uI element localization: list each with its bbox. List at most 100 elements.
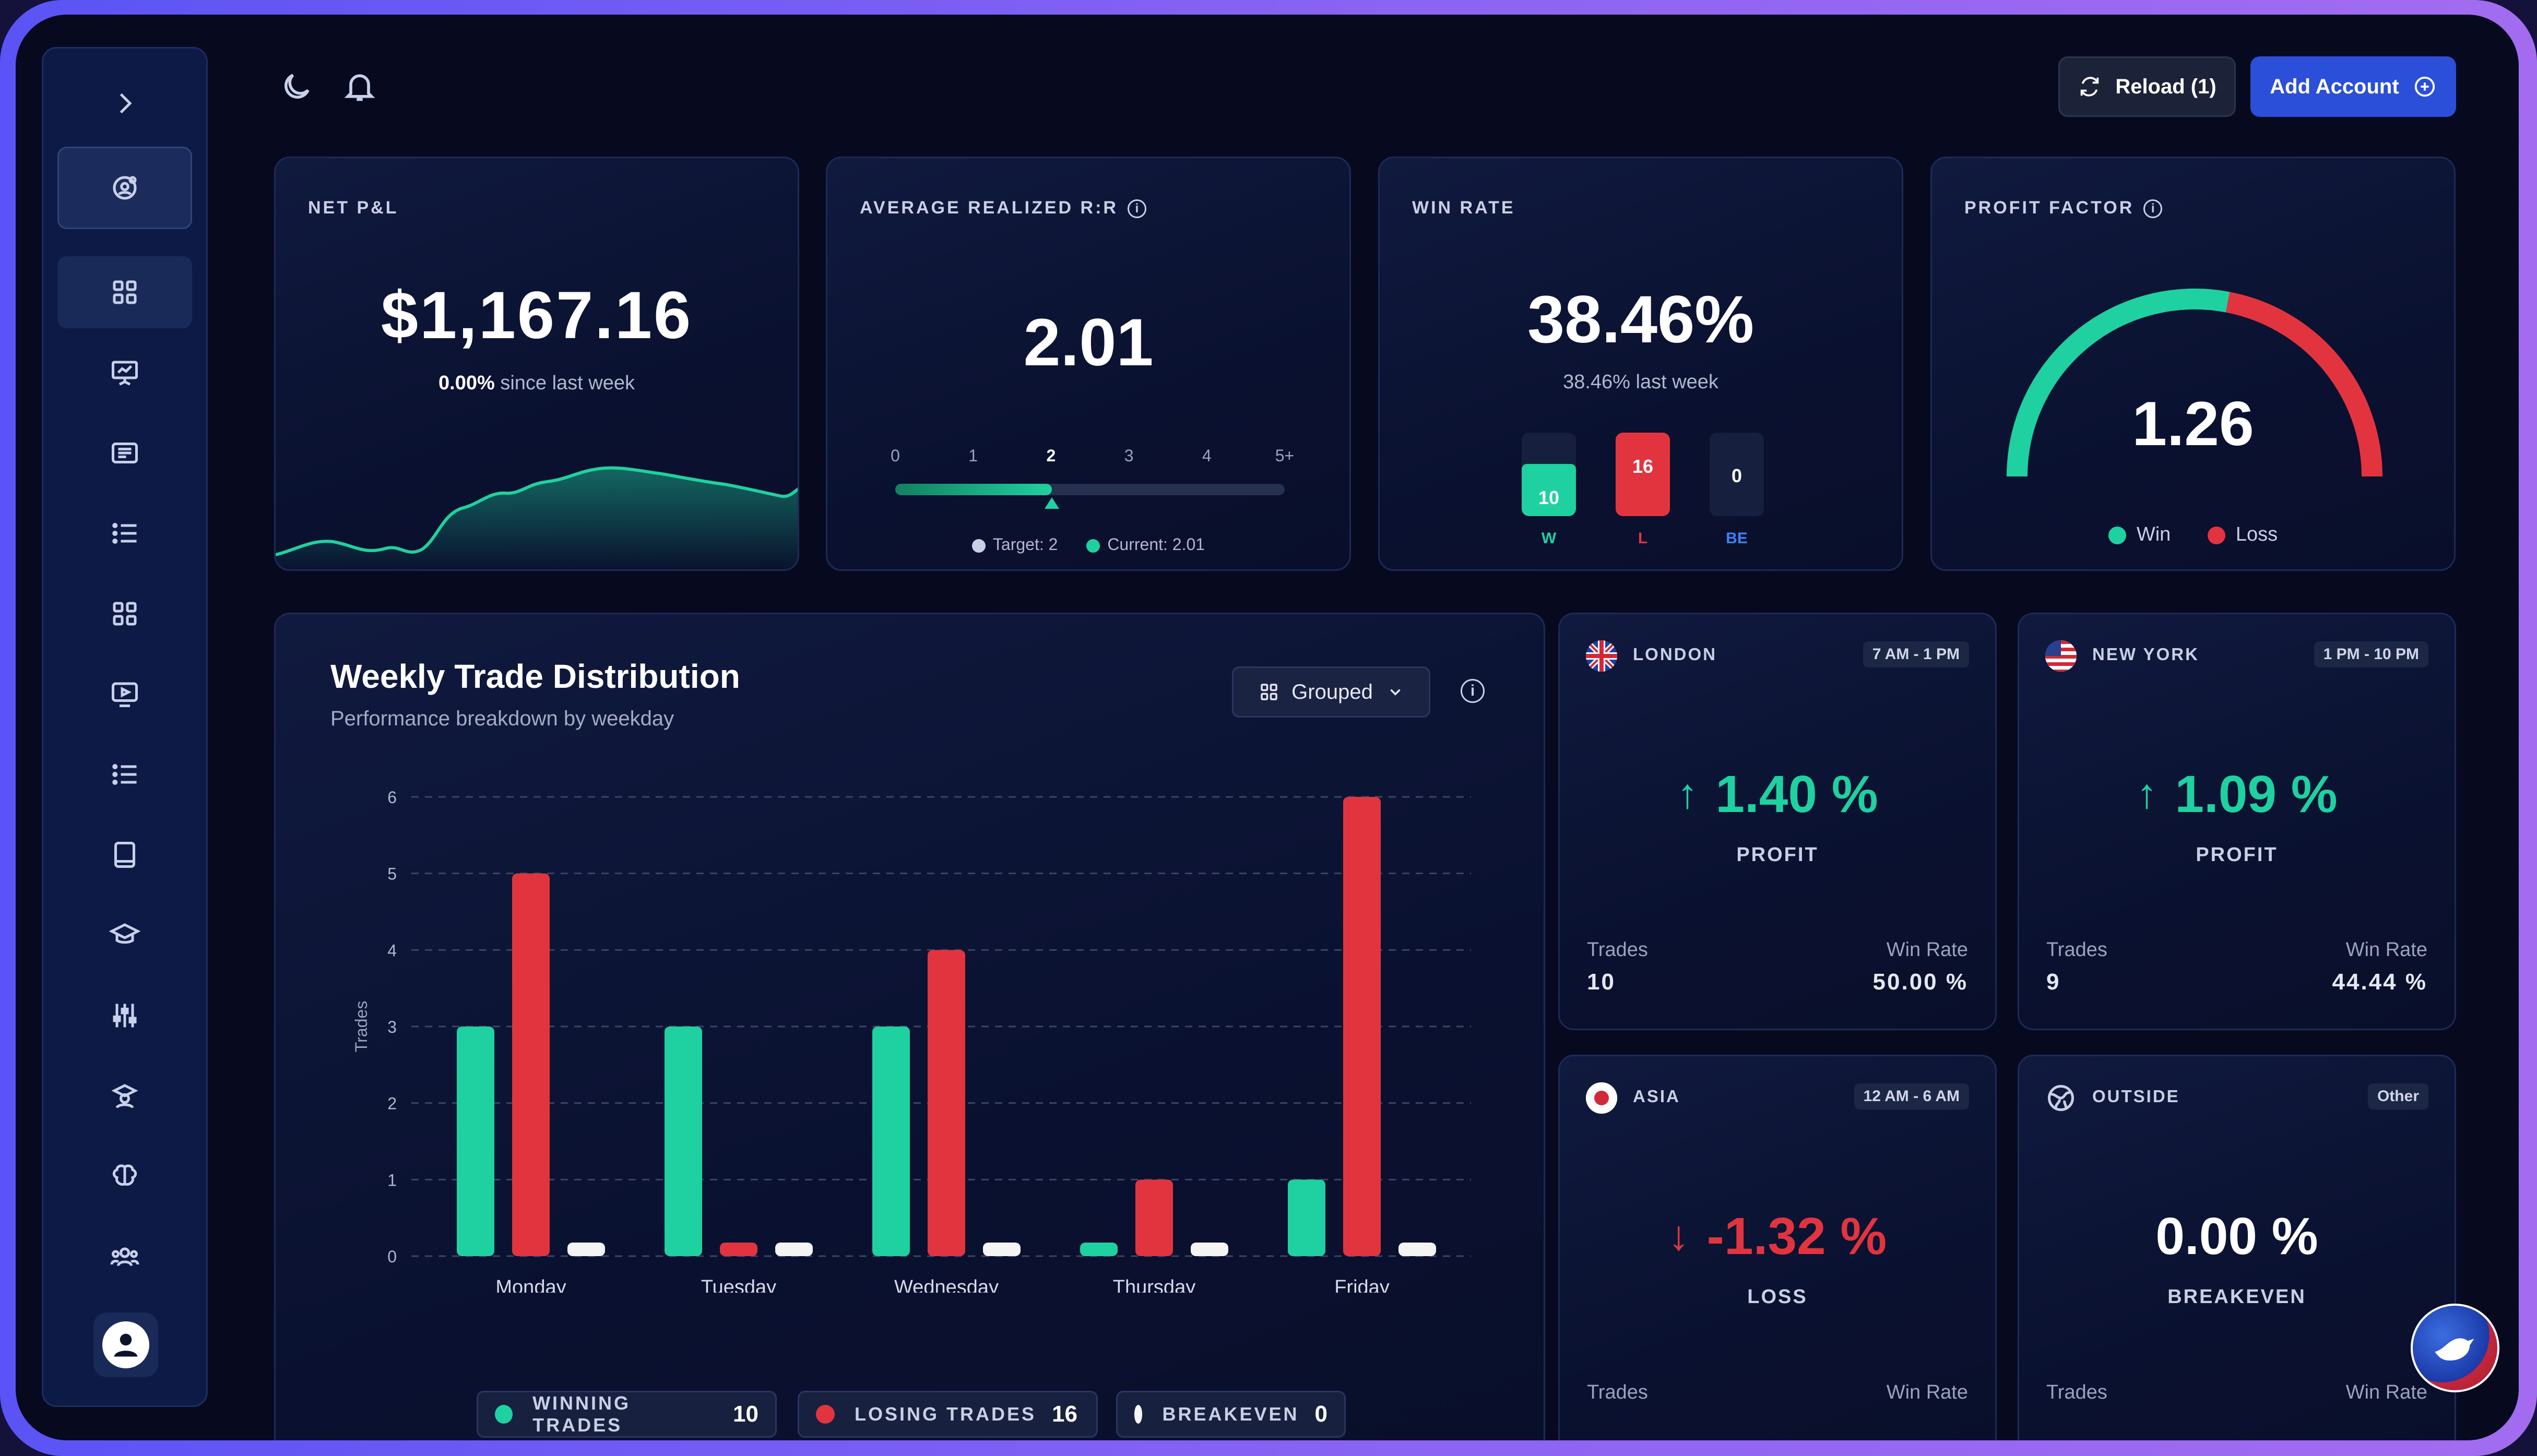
- chevron-right-icon[interactable]: [106, 85, 143, 122]
- session-caption: BREAKEVEN: [2167, 1286, 2306, 1308]
- notes-list-icon[interactable]: [106, 756, 143, 793]
- legend-item[interactable]: LOSING TRADES 16: [798, 1391, 1098, 1438]
- x-tick-label: Thursday: [1113, 1276, 1195, 1293]
- profile-button[interactable]: [93, 1312, 158, 1377]
- legend-label: WINNING TRADES: [532, 1392, 631, 1436]
- y-tick-label: 4: [387, 941, 397, 960]
- session-card-new-york: NEW YORK 1 PM - 10 PM ↑ 1.09 % PROFIT Trades W…: [2018, 613, 2456, 1030]
- session-name: OUTSIDE: [2092, 1087, 2180, 1106]
- win-loss-box: 10: [1522, 433, 1576, 516]
- y-tick-label: 3: [387, 1018, 397, 1036]
- arrow-up-icon: ↑: [2136, 770, 2157, 817]
- rr-tick-label: 4: [1202, 446, 1212, 465]
- trades-label: Trades: [1587, 939, 1648, 961]
- us-flag-icon: [2045, 640, 2077, 672]
- bar-winning-trades[interactable]: [1288, 1179, 1325, 1256]
- net-pnl-label: NET P&L: [308, 198, 399, 218]
- plus-circle-icon: [2414, 76, 2435, 97]
- bar-winning-trades[interactable]: [872, 1027, 910, 1256]
- moon-icon[interactable]: [279, 69, 316, 106]
- gauge-win-arc: [2007, 289, 2230, 477]
- bar-losing-trades[interactable]: [1135, 1179, 1173, 1256]
- win-loss-box: 0: [1710, 433, 1764, 516]
- net-pnl-card: NET P&L $1,167.16 0.00% since last week: [274, 157, 799, 571]
- win-rate-label: Win Rate: [1886, 1381, 1968, 1403]
- user-settings-icon: [106, 170, 143, 206]
- video-replay-icon[interactable]: [106, 676, 143, 712]
- journal-icon[interactable]: [106, 435, 143, 471]
- target-dot: [971, 539, 986, 553]
- average-rr-label-row: AVERAGE REALIZED R:R i: [860, 198, 1146, 219]
- legend-item[interactable]: WINNING TRADES 10: [477, 1391, 777, 1438]
- info-icon[interactable]: i: [2143, 199, 2163, 219]
- presentation-chart-icon[interactable]: [106, 354, 143, 391]
- rr-progress-fill: [895, 484, 1052, 495]
- legend-item[interactable]: BREAKEVEN 0: [1116, 1391, 1346, 1438]
- session-name: NEW YORK: [2092, 645, 2199, 664]
- bar-losing-trades[interactable]: [512, 873, 550, 1256]
- brain-icon[interactable]: [106, 1158, 143, 1195]
- win-loss-fill: [1522, 464, 1576, 516]
- mentor-icon[interactable]: [106, 1078, 143, 1114]
- sliders-icon[interactable]: [106, 997, 143, 1034]
- win-loss-fill: [1616, 433, 1670, 516]
- session-value-row: 0.00 %: [2019, 1207, 2455, 1267]
- graduation-cap-icon[interactable]: [106, 917, 143, 953]
- bar-winning-trades[interactable]: [1080, 1243, 1118, 1256]
- dashboard-screen: Reload (1) Add Account NET P&L $1,167.16…: [16, 15, 2519, 1440]
- refresh-icon: [2081, 77, 2099, 97]
- x-tick-label: Friday: [1334, 1276, 1390, 1293]
- session-card-outside: OUTSIDE Other 0.00 % BREAKEVEN Trades Win Rat…: [2018, 1055, 2456, 1440]
- legend-dot: [816, 1405, 835, 1424]
- session-card-london: LONDON 7 AM - 1 PM ↑ 1.40 % PROFIT Trades Win …: [1558, 613, 1997, 1030]
- bar-losing-trades[interactable]: [1343, 797, 1381, 1256]
- view-mode-dropdown[interactable]: Grouped: [1232, 666, 1430, 718]
- bird-icon: [2435, 1338, 2474, 1360]
- user-icon: [114, 1333, 138, 1357]
- widgets-grid-icon[interactable]: [106, 595, 143, 632]
- info-icon[interactable]: i: [1461, 679, 1485, 703]
- bar-losing-trades[interactable]: [720, 1243, 757, 1256]
- bar-breakeven[interactable]: [775, 1243, 813, 1256]
- rr-track: [895, 484, 1285, 495]
- community-icon[interactable]: [106, 1238, 143, 1275]
- japan-flag-icon: [1586, 1082, 1617, 1114]
- bar-breakeven[interactable]: [983, 1243, 1021, 1256]
- win-rate-value: 44.44 %: [2332, 969, 2427, 995]
- session-value-row: ↑ 1.40 %: [1560, 765, 1995, 825]
- reload-button[interactable]: Reload (1): [2058, 56, 2236, 117]
- dashboard-grid-icon[interactable]: [106, 274, 143, 311]
- y-tick-label: 6: [387, 788, 397, 807]
- uk-flag-icon: [1586, 640, 1617, 672]
- brand-logo[interactable]: [2411, 1304, 2499, 1392]
- trades-label: Trades: [1587, 1381, 1648, 1403]
- y-tick-label: 0: [387, 1247, 397, 1266]
- notebook-icon[interactable]: [106, 837, 143, 873]
- win-loss-key: W: [1541, 530, 1557, 547]
- win-rate-label: WIN RATE: [1412, 198, 1515, 218]
- bar-breakeven[interactable]: [1191, 1243, 1228, 1256]
- win-loss-key: L: [1638, 530, 1648, 547]
- sidebar-active-highlight: [57, 256, 192, 328]
- view-mode-label: Grouped: [1291, 680, 1373, 703]
- x-tick-label: Monday: [495, 1276, 566, 1293]
- session-hours-tag: Other: [2367, 1083, 2428, 1109]
- bar-winning-trades[interactable]: [665, 1027, 702, 1256]
- account-switcher-button[interactable]: [57, 147, 192, 229]
- rr-tick-label: 2: [1046, 446, 1056, 465]
- info-icon[interactable]: i: [1127, 199, 1146, 219]
- add-account-button[interactable]: Add Account: [2250, 56, 2456, 117]
- session-value: 1.40 %: [1715, 765, 1878, 824]
- reload-label: Reload (1): [2115, 75, 2216, 98]
- average-rr-label: AVERAGE REALIZED R:R: [860, 198, 1118, 218]
- session-name: ASIA: [1633, 1087, 1680, 1106]
- net-pnl-change-suffix: since last week: [500, 372, 635, 394]
- gauge-loss-label: Loss: [2235, 523, 2278, 545]
- list-icon[interactable]: [106, 515, 143, 552]
- bar-losing-trades[interactable]: [928, 950, 965, 1256]
- profit-factor-card: PROFIT FACTOR i 1.26 Win Loss: [1930, 157, 2456, 571]
- bar-winning-trades[interactable]: [457, 1027, 494, 1256]
- bar-breakeven[interactable]: [567, 1243, 605, 1256]
- bar-breakeven[interactable]: [1398, 1243, 1436, 1256]
- bell-icon[interactable]: [342, 68, 380, 106]
